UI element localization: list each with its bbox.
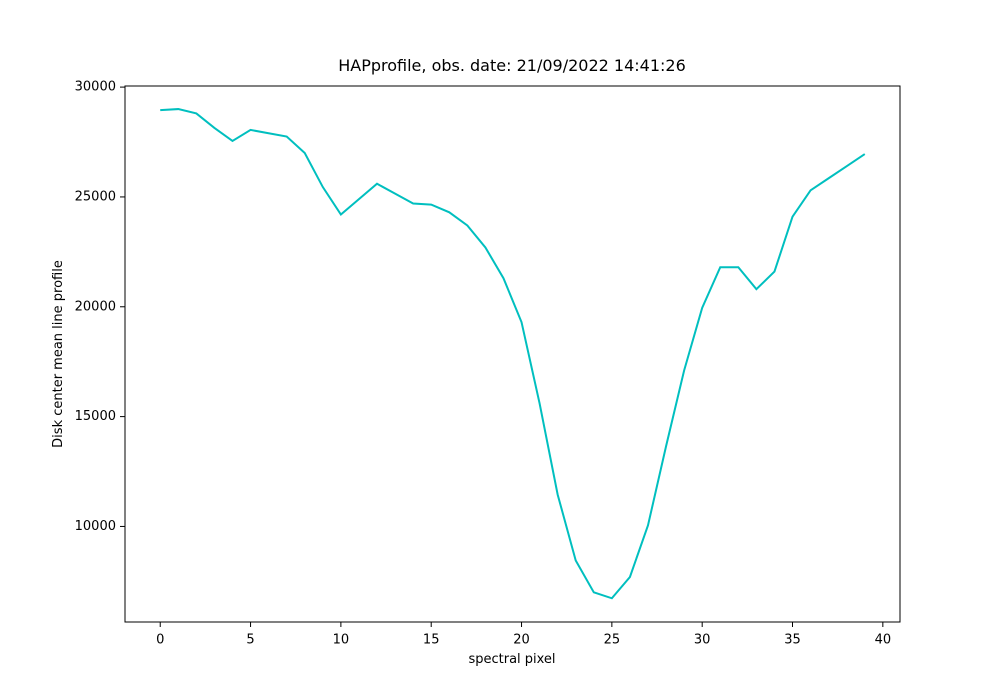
chart-title: HAPprofile, obs. date: 21/09/2022 14:41:… [338,56,686,75]
x-tick-label: 20 [513,633,530,648]
x-tick-label: 15 [423,633,440,648]
x-tick-label: 10 [333,633,350,648]
x-tick-label: 25 [604,633,621,648]
y-tick-label: 20000 [75,299,116,314]
x-tick-label: 5 [246,633,254,648]
y-tick-label: 30000 [75,80,116,95]
y-tick-label: 10000 [75,519,116,534]
x-tick-label: 35 [784,633,801,648]
y-axis-label: Disk center mean line profile [51,260,66,448]
x-tick-label: 0 [156,633,164,648]
x-axis-label: spectral pixel [468,652,555,667]
x-tick-label: 40 [875,633,892,648]
y-tick-label: 15000 [75,409,116,424]
x-tick-label: 30 [694,633,711,648]
plot-frame [124,85,901,623]
y-tick-label: 25000 [75,189,116,204]
line [160,108,866,600]
